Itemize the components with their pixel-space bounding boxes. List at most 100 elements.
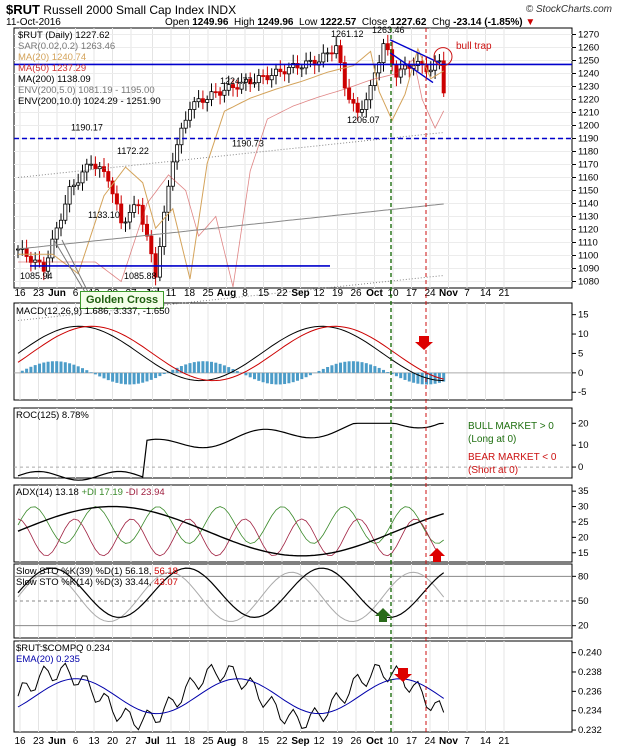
x-tick-label: 24: [424, 736, 436, 747]
x-tick-label-top: 15: [258, 288, 270, 299]
y-tick-label: 1080: [578, 277, 599, 288]
y-tick-label: 1170: [578, 160, 598, 171]
macd-histogram-bar: [390, 372, 394, 375]
low-value: 1222.57: [320, 17, 357, 28]
macd-histogram-bar: [192, 362, 196, 373]
x-tick-label: Oct: [366, 736, 383, 747]
price-label: 1224.77: [220, 76, 253, 86]
candle-body: [321, 52, 326, 63]
price-label: 1206.07: [347, 115, 380, 125]
close-label: Close: [361, 17, 388, 28]
price-legend-item: ENV(200,10.0) 1024.29 - 1251.90: [18, 96, 161, 107]
macd-histogram-bar: [300, 372, 304, 380]
index-name: Russell 2000 Small Cap Index: [43, 3, 205, 17]
macd-histogram-bar: [184, 364, 188, 373]
adx-tick-label: 15: [578, 548, 589, 559]
candle-body: [71, 184, 76, 188]
roc-tick-label: 20: [578, 418, 589, 429]
sto-legend-1: Slow STO %K(39) %D(1) 56.18,: [16, 566, 152, 577]
ratio-line: [17, 662, 445, 731]
macd-histogram-bar: [128, 372, 132, 385]
y-tick-label: 1160: [578, 173, 598, 184]
x-tick-label: 20: [107, 736, 119, 747]
macd-histogram-bar: [149, 372, 153, 380]
macd-histogram-bar: [248, 372, 252, 378]
candle-body: [347, 87, 352, 100]
candle-body: [213, 91, 218, 94]
x-tick-label: Jun: [48, 736, 66, 747]
price-label: 1190.73: [232, 138, 264, 148]
y-tick-label: 1090: [578, 264, 599, 275]
y-tick-label: 1140: [578, 199, 598, 210]
macd-histogram-bar: [291, 372, 295, 383]
candle-body: [123, 221, 128, 224]
adx-legend-mdi: -DI 23.94: [125, 487, 165, 498]
candle-body: [377, 62, 382, 74]
macd-histogram-bar: [175, 367, 179, 373]
bull-market-line1: BULL MARKET > 0: [468, 421, 554, 432]
y-tick-label: 1190: [578, 134, 598, 145]
macd-histogram-bar: [81, 368, 84, 373]
adx-tick-label: 25: [578, 517, 589, 528]
golden-cross-pointer: [61, 239, 89, 293]
ratio-legend-main: $RUT:$COMPQ 0.234: [16, 643, 110, 654]
candle-body: [222, 89, 227, 96]
macd-histogram-bar: [210, 361, 213, 373]
macd-histogram-bar: [59, 361, 63, 373]
macd-histogram-bar: [265, 372, 269, 384]
x-tick-label-top: 11: [166, 288, 177, 299]
candle-body: [84, 163, 89, 173]
ratio-tick-label: 0.236: [578, 686, 602, 697]
macd-histogram-bar: [93, 372, 97, 375]
sto-legend-2: Slow STO %K(14) %D(3) 33.44,: [16, 577, 152, 588]
roc-tick-label: 0: [578, 462, 583, 473]
candle-body: [359, 109, 364, 113]
price-legend-item: ENV(200,5.0) 1081.19 - 1195.00: [18, 85, 155, 96]
candle-body: [381, 43, 386, 64]
macd-histogram-bar: [33, 365, 37, 373]
macd-tick-label: -5: [578, 387, 586, 398]
open-value: 1249.96: [192, 17, 229, 28]
panel-frame-ratio: [13, 640, 573, 733]
x-tick-label: 15: [258, 736, 270, 747]
x-tick-label: 14: [480, 736, 492, 747]
ratio-ema-line: [17, 678, 444, 715]
candle-body: [97, 166, 102, 170]
mdi-line: [17, 518, 444, 557]
candle-body: [110, 180, 115, 195]
bear-market-note: BEAR MARKET < 0 (Short at 0): [468, 451, 556, 477]
macd-line: [17, 325, 444, 382]
candle-body: [46, 257, 51, 272]
macd-histogram-bar: [197, 361, 201, 373]
x-tick-label: 11: [166, 736, 177, 747]
panel-frame-roc: [13, 407, 573, 479]
candle-body: [67, 186, 72, 205]
adx-line: [17, 505, 444, 557]
price-legend-item: MA(50) 1237.29: [18, 63, 87, 74]
macd-histogram-bar: [85, 370, 89, 373]
adx-tick-label: 20: [578, 532, 589, 543]
candle-body: [256, 75, 261, 84]
macd-down-arrow-icon: [415, 336, 433, 350]
price-label: 1085.94: [20, 271, 53, 281]
x-tick-label: 10: [387, 736, 399, 747]
macd-histogram-bar: [321, 368, 325, 373]
macd-histogram-bar: [102, 372, 106, 379]
macd-histogram-bar: [270, 372, 274, 385]
price-label: 1190.17: [71, 123, 103, 133]
x-tick-label: 8: [242, 736, 248, 747]
macd-histogram-bar: [158, 372, 162, 377]
macd-histogram-bar: [214, 362, 218, 373]
price-legend-item: $RUT (Daily) 1227.62: [18, 30, 110, 41]
macd-histogram-bar: [25, 368, 29, 373]
candle-body: [342, 62, 347, 89]
x-tick-label: 25: [202, 736, 214, 747]
close-value: 1227.62: [390, 17, 427, 28]
x-tick-label: 6: [73, 736, 79, 747]
candle-body: [248, 78, 253, 85]
macd-histogram-bar: [308, 372, 312, 376]
macd-histogram-bar: [162, 372, 166, 375]
candle-body: [28, 256, 33, 263]
x-tick-label-top: 24: [424, 288, 436, 299]
price-legend-item: MA(20) 1240.74: [18, 52, 87, 63]
